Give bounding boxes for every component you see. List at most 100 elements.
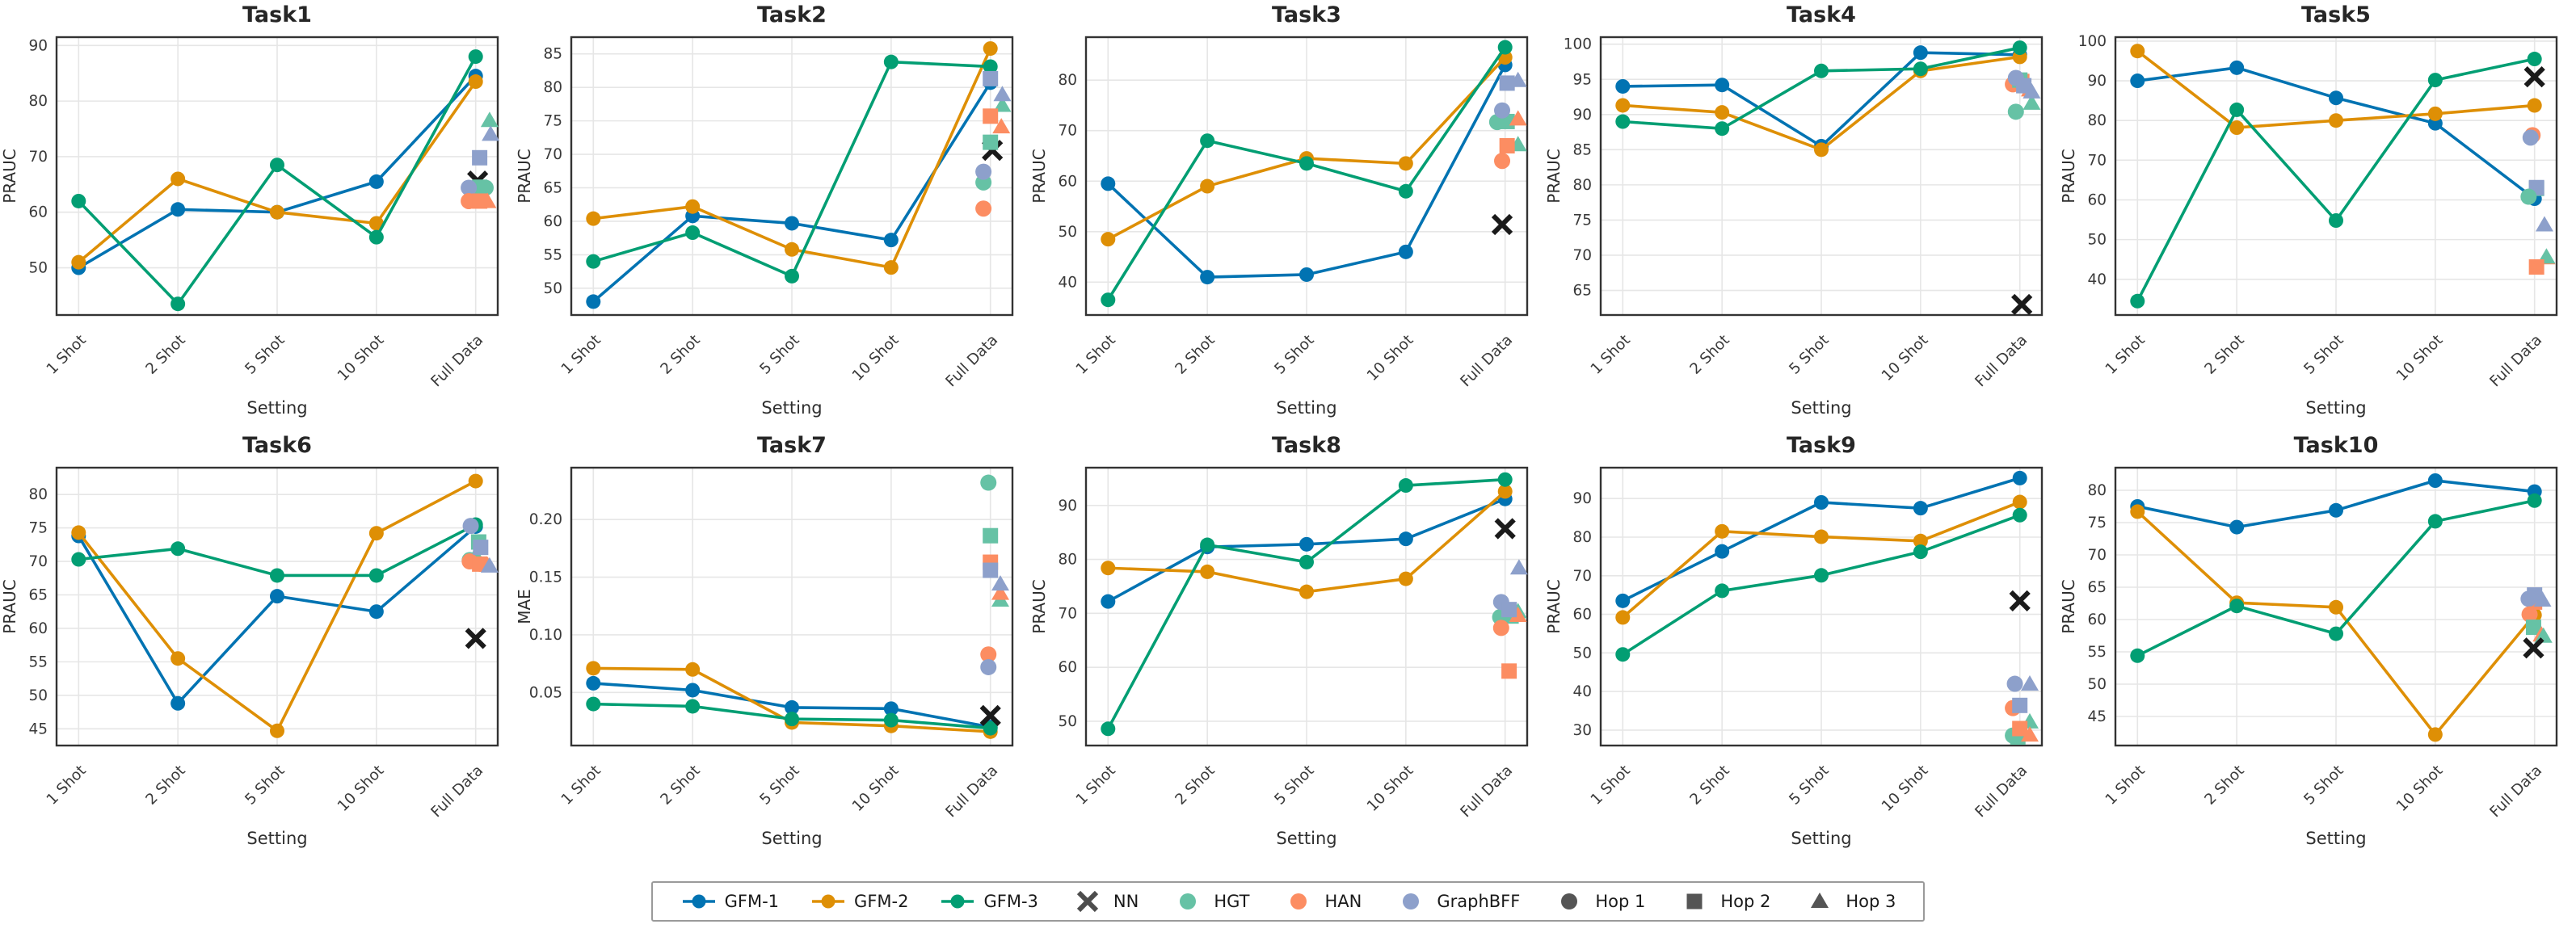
legend-item-nn: NN [1069,890,1139,912]
series-point-gfm-1 [1100,176,1115,191]
y-tick-label: 55 [543,246,562,263]
x-tick-label: Full Data [2486,762,2545,821]
y-tick-label: 75 [1572,212,1592,229]
series-point-gfm-2 [468,74,483,90]
scatter-graphbff-triangle [991,575,1009,591]
legend-item-han: HAN [1280,891,1362,912]
scatter-han-square [1499,137,1515,153]
axes-border [55,36,499,317]
x-tick-label: 2 Shot [1172,332,1218,378]
series-point-gfm-2 [585,661,600,676]
series-point-gfm-2 [269,723,284,738]
legend-marker [821,894,836,908]
y-axis-label: PRAUC [1546,149,1564,203]
series-point-gfm-3 [1497,472,1513,487]
x-tick-label: 2 Shot [142,332,188,378]
chart-task6: Task6 PRAUC 45 50 55 60 65 70 75 80 1 Shot 2 Shot 5 … [2,433,499,848]
legend-marker [1180,893,1197,909]
legend-marker [950,894,965,908]
series-point-gfm-3 [2012,507,2027,523]
chart-title: Task2 [757,2,827,27]
series-point-gfm-1 [1100,594,1115,609]
series-point-gfm-1 [1913,501,1928,516]
y-tick-label: 80 [1572,177,1592,194]
y-tick-label: 50 [1058,713,1077,730]
series-point-gfm-2 [1199,179,1214,194]
y-tick-label: 45 [28,720,48,737]
triangle-icon [1811,892,1829,908]
scatter-graphbff-square [982,70,998,86]
scatter-han-triangle [991,118,1010,134]
axes-border [1084,466,1528,747]
scatter-nn-x [2009,590,2031,611]
series-point-gfm-1 [585,294,600,309]
y-tick-label: 60 [1058,173,1077,190]
series-point-gfm-3 [784,712,799,727]
series-point-gfm-3 [1714,583,1729,599]
x-tick-label: 2 Shot [2201,332,2247,378]
series-point-gfm-3 [883,54,899,69]
series-point-gfm-1 [2012,470,2027,485]
legend-item-hgt: HGT [1169,891,1249,912]
y-tick-label: 45 [2087,708,2107,725]
y-tick-label: 50 [1058,224,1077,241]
y-tick-label: 90 [1058,498,1077,515]
x-axis-label: Setting [2305,829,2366,848]
legend-label: Hop 3 [1846,891,1896,911]
series-point-gfm-1 [883,233,899,248]
series-point-gfm-2 [1199,564,1214,579]
x-tick-label: 5 Shot [2300,332,2347,378]
x-tick-label: 5 Shot [242,762,288,809]
x-axis-label: Setting [761,398,822,418]
x-axis-label: Setting [1791,829,1851,848]
y-tick-label: 60 [28,204,48,221]
series-point-gfm-2 [2328,113,2343,128]
x-tick-label: 2 Shot [1686,332,1732,378]
series-point-gfm-1 [1199,270,1214,285]
axes-border [1599,466,2043,747]
series-point-gfm-3 [1100,292,1115,308]
y-axis-label: PRAUC [1546,579,1564,633]
y-tick-label: 80 [28,486,48,503]
series-point-gfm-1 [1299,536,1314,552]
scatter-han-triangle [991,584,1009,600]
x-tick-label: Full Data [2486,332,2545,391]
x-tick-label: 10 Shot [335,332,387,384]
series-point-gfm-2 [2328,599,2343,615]
chart-task8: Task8 PRAUC 50 60 70 80 90 1 Shot 2 Shot 5 Shot 10… [1031,433,1528,848]
series-point-gfm-1 [784,699,799,715]
series-point-gfm-1 [1913,45,1928,61]
series-point-gfm-2 [1100,561,1115,576]
legend-item-gfm-3: GFM-3 [939,891,1038,912]
series-point-gfm-1 [368,174,384,189]
chart-task4: Task4 PRAUC 65 70 75 80 85 90 95 100 1 Shot 2 Shot 5… [1546,2,2043,418]
legend-label: GFM-1 [724,891,780,911]
scatter-graphbff-triangle [1509,559,1528,575]
scatter-hgt-square [2525,620,2541,636]
scatter-han-triangle [1509,110,1527,126]
y-tick-label: 75 [28,520,48,537]
y-tick-label: 40 [1058,274,1077,291]
legend-item-hop-1: Hop 1 [1551,891,1645,912]
x-tick-label: 10 Shot [849,332,902,384]
y-axis-label: PRAUC [2,579,19,633]
scatter-graphbff-triangle [2533,591,2552,607]
series-point-gfm-3 [1813,568,1829,583]
x-tick-label: 1 Shot [1072,762,1118,809]
legend-item-gfm-1: GFM-1 [680,891,779,912]
x-axis-label: Setting [246,398,307,418]
circle-icon [1561,893,1578,909]
y-axis-label: PRAUC [2,149,19,203]
scatter-graphbff-circle [460,179,477,196]
scatter-han-circle [2521,606,2538,623]
x-tick-label: 5 Shot [1271,762,1317,809]
series-point-gfm-2 [2129,44,2145,59]
y-tick-label: 80 [1058,72,1077,89]
y-tick-label: 80 [1058,552,1077,569]
x-axis-label: Setting [1276,829,1336,848]
series-point-gfm-3 [2129,293,2145,309]
axes-border [570,36,1013,317]
series-point-gfm-3 [468,49,483,65]
series-point-gfm-1 [1813,495,1829,510]
y-axis-label: PRAUC [1031,579,1049,633]
